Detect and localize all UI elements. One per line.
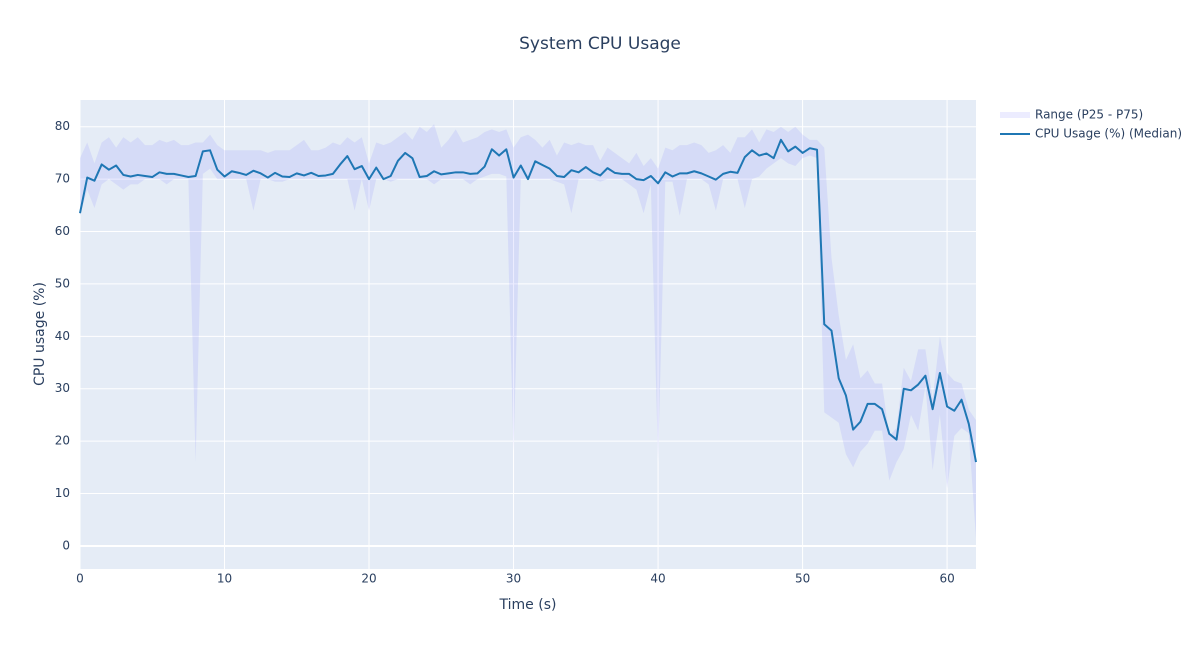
y-tick-label: 30 (55, 381, 70, 395)
chart-title: System CPU Usage (519, 34, 681, 54)
x-tick-label: 10 (217, 572, 232, 586)
legend-swatch (1000, 112, 1030, 118)
x-axis-title: Time (s) (499, 597, 557, 613)
x-tick-label: 50 (795, 572, 810, 586)
y-tick-label: 60 (55, 224, 70, 238)
y-tick-label: 20 (55, 434, 70, 448)
y-tick-label: 10 (55, 486, 70, 500)
y-tick-label: 50 (55, 276, 70, 290)
legend-label: CPU Usage (%) (Median) (1035, 127, 1182, 141)
y-axis-title: CPU usage (%) (32, 282, 48, 386)
marks (79, 124, 977, 539)
y-tick-label: 0 (62, 538, 70, 552)
y-tick-label: 70 (55, 172, 70, 186)
grid (79, 100, 976, 569)
x-tick-label: 40 (650, 572, 665, 586)
legend-label: Range (P25 - P75) (1035, 108, 1143, 122)
y-tick-label: 40 (55, 329, 70, 343)
x-tick-label: 0 (76, 572, 84, 586)
y-tick-label: 80 (55, 119, 70, 133)
x-tick-label: 60 (939, 572, 954, 586)
x-tick-label: 20 (361, 572, 376, 586)
median-line (79, 138, 977, 463)
x-tick-label: 30 (506, 572, 521, 586)
range-band (80, 124, 976, 539)
